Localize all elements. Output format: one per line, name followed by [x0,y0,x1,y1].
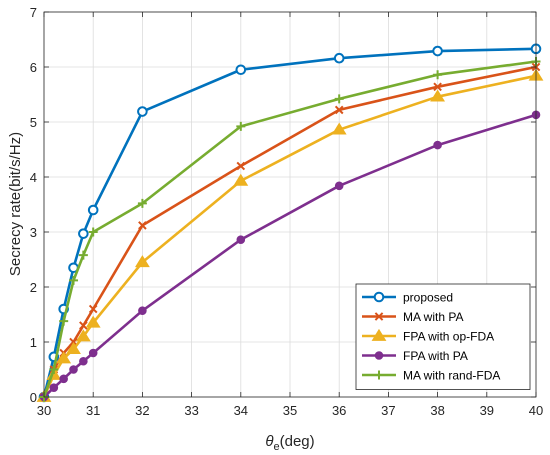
data-point [134,255,150,268]
data-point [69,365,78,374]
data-point [236,161,246,171]
legend-label: MA with rand-FDA [403,369,500,383]
data-point [66,341,81,354]
legend-marker [374,370,384,380]
data-point [59,316,69,326]
x-tick-label: 36 [332,403,346,418]
data-point [49,365,59,374]
data-point [79,321,88,330]
data-point [235,64,247,76]
legend-item: proposed [362,291,453,305]
y-tick-label: 4 [30,170,37,185]
legend-label: FPA with PA [403,349,468,363]
data-point [331,122,347,135]
legend-item: MA with PA [362,310,463,324]
data-point [137,198,147,208]
data-point [49,383,59,392]
data-point [87,204,99,216]
y-tick-label: 7 [30,5,37,20]
x-tick-label: 34 [234,403,248,418]
data-point [78,250,88,260]
data-point [236,121,246,131]
x-tick-label: 40 [529,403,543,418]
data-point [334,105,344,115]
legend-label: FPA with op-FDA [403,330,494,344]
x-axis-unit: (deg) [280,433,315,450]
data-point [333,52,345,64]
x-tick-label: 38 [430,403,444,418]
y-tick-labels: 0 1 2 3 4 5 6 7 [30,5,37,405]
y-tick-label: 5 [30,115,37,130]
data-point [56,351,72,364]
y-axis-label: Secrecy rate(bit/s/Hz) [7,132,24,276]
data-point [433,140,442,150]
legend: proposed MA with PA FPA with op-FDA FPA wit… [355,283,531,390]
data-point [59,374,68,384]
legend-item: FPA with PA [362,349,468,363]
x-tick-labels: 30 31 32 33 34 35 36 37 38 39 40 [37,403,543,418]
data-point [78,228,89,239]
legend-marker [373,291,385,303]
data-point [138,306,147,315]
data-point [138,221,147,230]
axis-ticks [43,11,537,398]
y-tick-label: 3 [30,225,37,240]
data-point [433,70,443,80]
data-point [137,106,148,117]
x-tick-label: 31 [86,403,100,418]
data-point [88,304,98,314]
legend-item: FPA with op-FDA [362,328,494,344]
x-tick-label: 30 [37,403,51,418]
x-tick-label: 37 [381,403,395,418]
data-point [85,315,101,328]
data-point [430,89,446,102]
data-point [75,329,91,342]
legend-item: MA with rand-FDA [362,369,500,383]
data-point [88,227,98,237]
data-point [334,94,344,104]
y-tick-label: 1 [30,335,37,350]
data-point [236,235,246,244]
x-tick-label: 33 [184,403,198,418]
x-axis-label: θe(deg) [265,433,314,453]
data-point [433,82,442,92]
data-point [69,275,79,285]
series-2 [36,68,544,402]
data-point [79,356,88,366]
data-point [233,173,249,186]
x-axis-symbol: θ [265,433,273,450]
legend-marker [374,312,384,321]
legend-marker [374,351,384,360]
x-axis-subscript: e [273,441,279,453]
legend-marker [371,328,387,341]
x-tick-label: 32 [135,403,149,418]
y-tick-label: 2 [30,280,37,295]
data-point [334,181,344,191]
legend-label: MA with PA [403,310,463,324]
y-tick-label: 0 [30,390,37,405]
x-tick-label: 35 [283,403,297,418]
x-tick-label: 39 [480,403,494,418]
legend-label: proposed [403,291,453,305]
y-tick-label: 6 [30,60,37,75]
data-point [432,45,443,57]
data-point [88,348,98,358]
